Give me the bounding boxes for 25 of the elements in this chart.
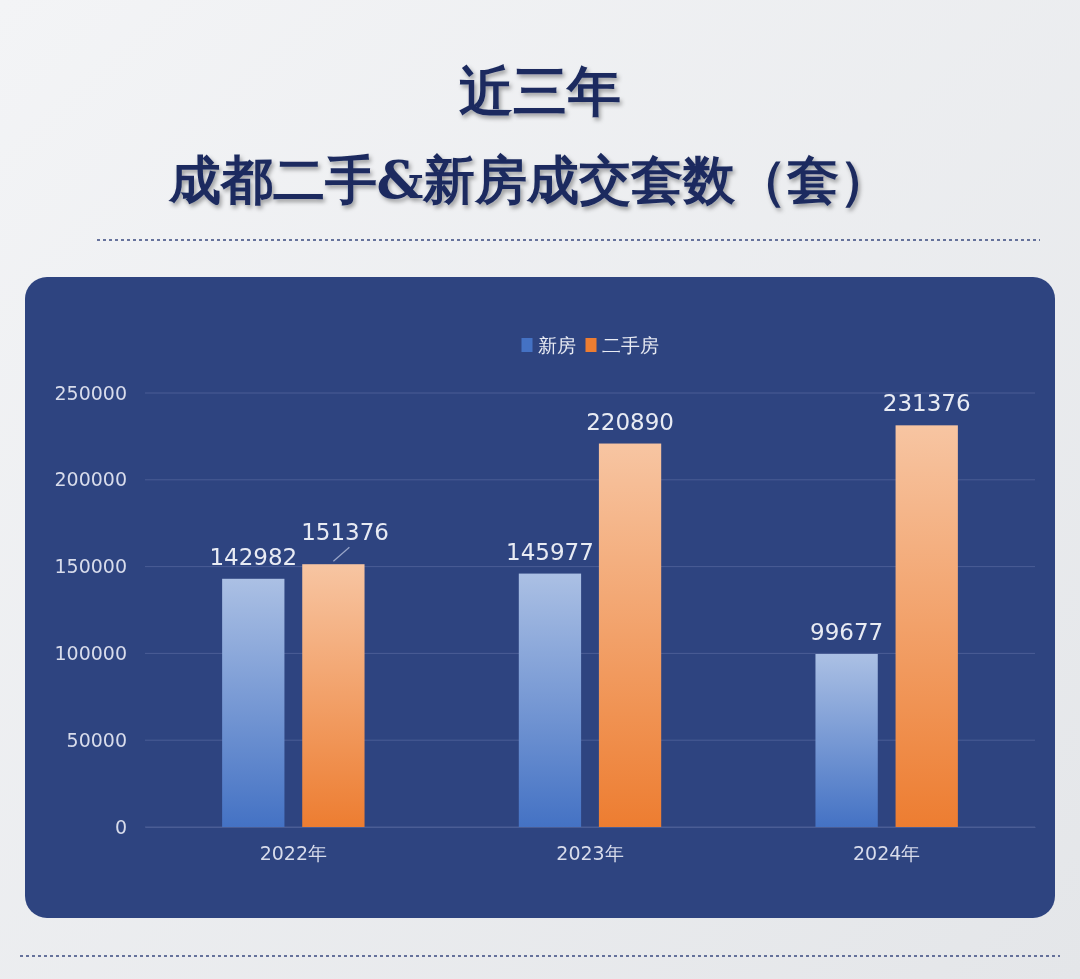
y-tick-label: 50000: [66, 728, 127, 751]
chart-title: 近三年: [459, 59, 621, 123]
bar: [222, 578, 285, 827]
data-label: 145977: [506, 538, 594, 565]
data-label: 231376: [882, 390, 971, 417]
x-tick-label: 2023年: [556, 842, 624, 865]
data-label: 142982: [209, 543, 298, 570]
x-tick-label: 2022年: [259, 842, 328, 865]
chart-subtitle: 成都二手&新房成交套数（套）: [167, 149, 892, 210]
legend-label: 新房: [537, 334, 576, 356]
y-tick-label: 100000: [54, 641, 127, 664]
x-tick-label: 2024年: [852, 842, 921, 865]
bar: [302, 564, 365, 827]
data-label: 99677: [810, 618, 884, 645]
y-tick-label: 200000: [54, 468, 127, 491]
y-tick-label: 0: [114, 815, 127, 838]
y-tick-label: 150000: [54, 555, 127, 578]
bar: [598, 443, 662, 827]
bar: [895, 425, 958, 827]
data-label: 151376: [301, 519, 389, 546]
legend-label: 二手房: [601, 334, 659, 356]
bar: [518, 573, 582, 827]
data-label: 220890: [586, 408, 674, 435]
y-tick-label: 250000: [54, 381, 127, 404]
bar: [815, 653, 878, 827]
